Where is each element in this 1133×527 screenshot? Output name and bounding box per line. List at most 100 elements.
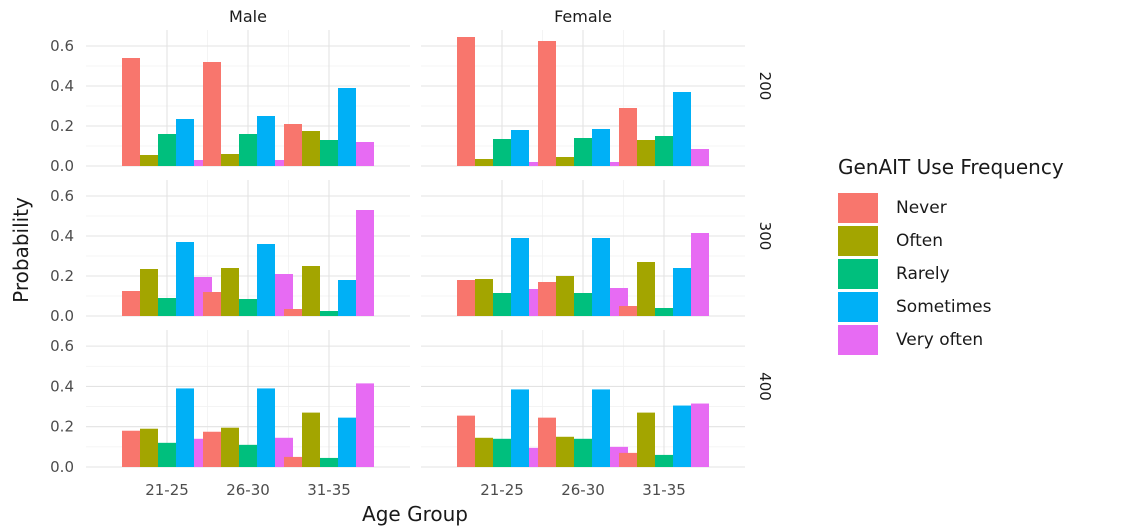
- legend-key: [838, 291, 878, 322]
- bar-male-300-31-35-sometimes: [338, 280, 356, 316]
- legend-label: Sometimes: [896, 296, 992, 317]
- bar-female-400-21-25-sometimes: [511, 389, 529, 467]
- bar-female-300-31-35-rarely: [655, 308, 673, 316]
- bar-male-400-26-30-sometimes: [257, 388, 275, 467]
- facet-label-male: Male: [229, 7, 267, 26]
- bar-male-400-31-35-rarely: [320, 457, 338, 467]
- bar-male-200-31-35-never: [284, 124, 302, 166]
- legend-item-never: Never: [838, 191, 1064, 224]
- y-tick-label: 0.4: [50, 227, 74, 245]
- bar-female-400-21-25-often: [475, 437, 493, 467]
- legend-key: [838, 225, 878, 256]
- legend-title: GenAIT Use Frequency: [838, 155, 1064, 179]
- bar-male-200-31-35-rarely: [320, 140, 338, 166]
- bar-male-300-21-25-rarely: [158, 298, 176, 316]
- bar-male-400-26-30-often: [221, 427, 239, 467]
- y-tick-label: 0.4: [50, 377, 74, 395]
- legend-label: Often: [896, 230, 943, 251]
- bar-female-400-26-30-sometimes: [592, 389, 610, 467]
- bar-male-400-21-25-sometimes: [176, 388, 194, 467]
- x-tick-label: 31-35: [307, 481, 351, 499]
- x-tick-label: 26-30: [561, 481, 605, 499]
- bar-male-200-31-35-very-often: [356, 142, 374, 166]
- bar-female-200-21-25-sometimes: [511, 130, 529, 166]
- y-tick-label: 0.4: [50, 77, 74, 95]
- bar-female-300-21-25-sometimes: [511, 238, 529, 316]
- bar-female-200-21-25-never: [457, 37, 475, 166]
- x-tick-label: 26-30: [226, 481, 270, 499]
- legend-item-rarely: Rarely: [838, 257, 1064, 290]
- bar-female-300-31-35-never: [619, 306, 637, 316]
- legend-key: [838, 258, 878, 289]
- x-tick-label: 21-25: [145, 481, 189, 499]
- bar-male-200-21-25-never: [122, 58, 140, 166]
- y-tick-label: 0.0: [50, 458, 74, 476]
- legend-key: [838, 192, 878, 223]
- x-tick-label: 31-35: [642, 481, 686, 499]
- bar-male-300-31-35-rarely: [320, 311, 338, 316]
- y-tick-label: 0.6: [50, 37, 74, 55]
- y-tick-label: 0.2: [50, 117, 74, 135]
- facet-label-300: 300: [756, 222, 774, 251]
- bar-male-200-26-30-sometimes: [257, 116, 275, 166]
- y-axis-title: Probability: [9, 197, 33, 303]
- bar-male-300-31-35-very-often: [356, 210, 374, 316]
- bar-female-300-21-25-never: [457, 280, 475, 316]
- bar-male-200-31-35-often: [302, 131, 320, 166]
- bar-male-300-26-30-never: [203, 292, 221, 316]
- bar-female-300-21-25-rarely: [493, 293, 511, 316]
- y-tick-label: 0.0: [50, 307, 74, 325]
- bar-female-400-26-30-often: [556, 436, 574, 467]
- bar-female-300-26-30-rarely: [574, 293, 592, 316]
- bar-female-400-21-25-rarely: [493, 438, 511, 467]
- bar-male-300-21-25-sometimes: [176, 242, 194, 316]
- bar-male-400-31-35-often: [302, 412, 320, 467]
- legend-key: [838, 324, 878, 355]
- legend-label: Never: [896, 197, 947, 218]
- legend-item-often: Often: [838, 224, 1064, 257]
- bar-female-200-31-35-very-often: [691, 149, 709, 166]
- bar-female-400-31-35-often: [637, 412, 655, 467]
- legend-label: Rarely: [896, 263, 950, 284]
- bar-male-300-26-30-sometimes: [257, 244, 275, 316]
- facet-label-female: Female: [554, 7, 612, 26]
- bar-female-200-26-30-rarely: [574, 138, 592, 166]
- bar-male-300-26-30-often: [221, 268, 239, 316]
- bar-male-300-26-30-rarely: [239, 299, 257, 316]
- x-axis-title: Age Group: [362, 502, 468, 526]
- bar-male-300-26-30-very-often: [275, 274, 293, 316]
- bar-female-200-26-30-never: [538, 41, 556, 166]
- bar-male-400-31-35-very-often: [356, 383, 374, 467]
- y-tick-label: 0.2: [50, 418, 74, 436]
- bar-female-400-26-30-never: [538, 417, 556, 467]
- bar-male-400-31-35-sometimes: [338, 417, 356, 467]
- x-tick-label: 21-25: [480, 481, 524, 499]
- legend-label: Very often: [896, 329, 984, 350]
- bar-female-400-31-35-very-often: [691, 403, 709, 467]
- bar-male-300-31-35-never: [284, 309, 302, 316]
- bar-female-200-31-35-sometimes: [673, 92, 691, 166]
- facet-label-400: 400: [756, 372, 774, 401]
- bar-female-400-31-35-rarely: [655, 454, 673, 467]
- facet-label-200: 200: [756, 72, 774, 101]
- bar-male-200-21-25-sometimes: [176, 119, 194, 166]
- y-tick-label: 0.6: [50, 187, 74, 205]
- bar-female-300-26-30-often: [556, 276, 574, 316]
- bar-male-200-21-25-often: [140, 155, 158, 166]
- bar-male-400-26-30-rarely: [239, 444, 257, 467]
- y-tick-label: 0.0: [50, 157, 74, 175]
- bar-female-300-21-25-often: [475, 279, 493, 316]
- chart-legend: GenAIT Use Frequency Never Often Rarely Som…: [838, 155, 1064, 356]
- bar-male-200-26-30-often: [221, 154, 239, 166]
- bar-female-200-26-30-often: [556, 157, 574, 166]
- bar-male-200-26-30-rarely: [239, 134, 257, 166]
- bar-male-400-21-25-rarely: [158, 442, 176, 467]
- bar-female-300-26-30-sometimes: [592, 238, 610, 316]
- bar-male-200-21-25-rarely: [158, 134, 176, 166]
- bar-female-200-26-30-sometimes: [592, 129, 610, 166]
- bar-male-400-21-25-never: [122, 430, 140, 467]
- bar-female-300-31-35-very-often: [691, 233, 709, 316]
- bar-female-200-21-25-often: [475, 159, 493, 166]
- bar-male-400-26-30-never: [203, 431, 221, 467]
